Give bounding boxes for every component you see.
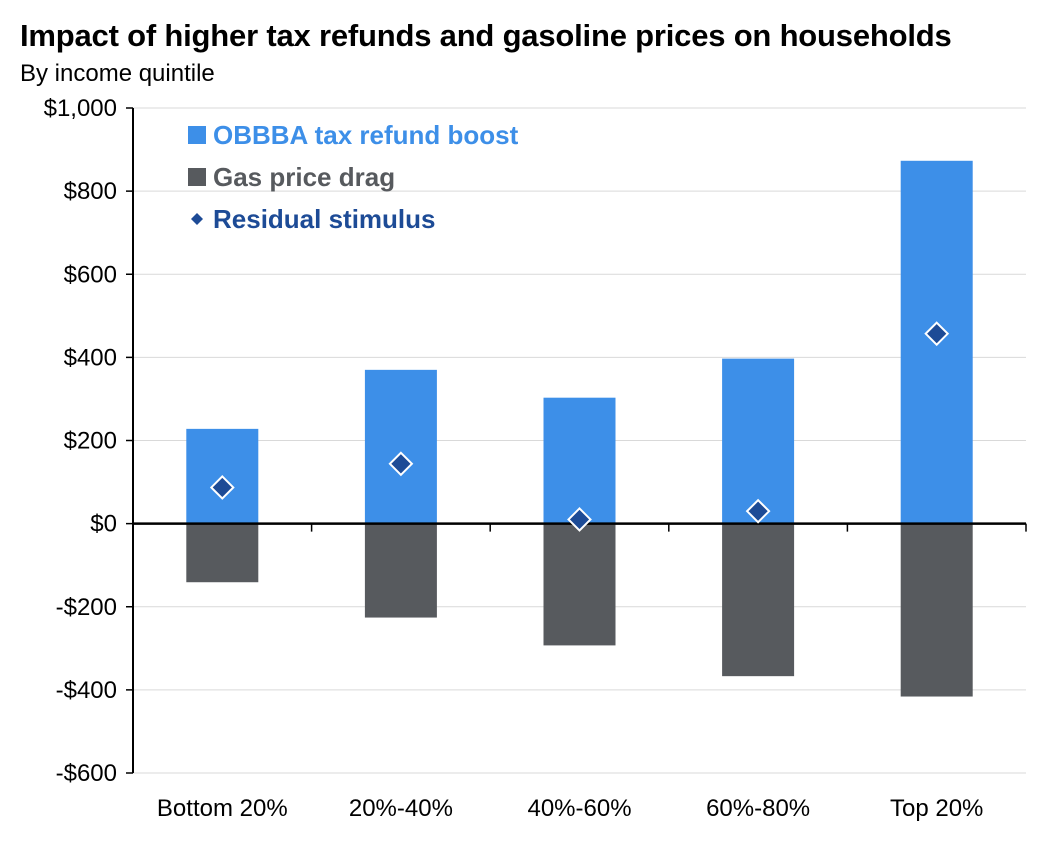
y-tick-label: -$200	[56, 594, 117, 621]
x-tick-label: Bottom 20%	[157, 795, 288, 822]
marker-residual-stimulus	[388, 451, 414, 477]
bars	[186, 160, 973, 697]
bar-gas-price-drag	[900, 523, 973, 697]
y-tick-label: -$600	[56, 760, 117, 787]
bar-gas-price-drag	[543, 523, 616, 646]
bar-gas-price-drag	[364, 523, 437, 618]
legend-label: Gas price drag	[213, 162, 395, 192]
legend: OBBBA tax refund boost Gas price drag Resi…	[188, 120, 519, 234]
y-tick-label: -$400	[56, 677, 117, 704]
bar-obbba-tax-refund-boost	[543, 397, 616, 524]
legend-swatch	[188, 126, 206, 144]
y-tick-label: $400	[64, 344, 117, 371]
marker-residual-stimulus	[567, 507, 592, 532]
y-tick-label: $1,000	[44, 95, 117, 122]
chart-subtitle: By income quintile	[20, 60, 215, 87]
tick-labels: $1,000 $800 $600 $400 $200 $0 -$200 -$400 -$600 B…	[44, 95, 984, 822]
legend-label: OBBBA tax refund boost	[213, 120, 519, 150]
bar-gas-price-drag	[722, 523, 795, 677]
y-tick-label: $800	[64, 178, 117, 205]
legend-swatch-diamond	[191, 213, 203, 225]
x-tick-label: Top 20%	[890, 795, 983, 822]
marker-residual-stimulus	[924, 321, 950, 347]
chart-title: Impact of higher tax refunds and gasolin…	[20, 18, 952, 53]
marker-residual-stimulus	[745, 498, 771, 524]
bar-gas-price-drag	[186, 523, 259, 583]
legend-label: Residual stimulus	[213, 204, 436, 234]
y-tick-label: $600	[64, 261, 117, 288]
y-tick-label: $0	[90, 511, 117, 538]
gridlines	[133, 107, 1026, 774]
x-tick-label: 40%-60%	[527, 795, 631, 822]
y-tick-label: $200	[64, 428, 117, 455]
marker-residual-stimulus	[209, 475, 235, 500]
bar-obbba-tax-refund-boost	[364, 369, 437, 524]
legend-swatch	[188, 168, 206, 186]
markers	[209, 321, 950, 532]
bar-obbba-tax-refund-boost	[722, 358, 795, 524]
x-tick-label: 20%-40%	[349, 795, 453, 822]
x-tick-label: 60%-80%	[706, 795, 810, 822]
